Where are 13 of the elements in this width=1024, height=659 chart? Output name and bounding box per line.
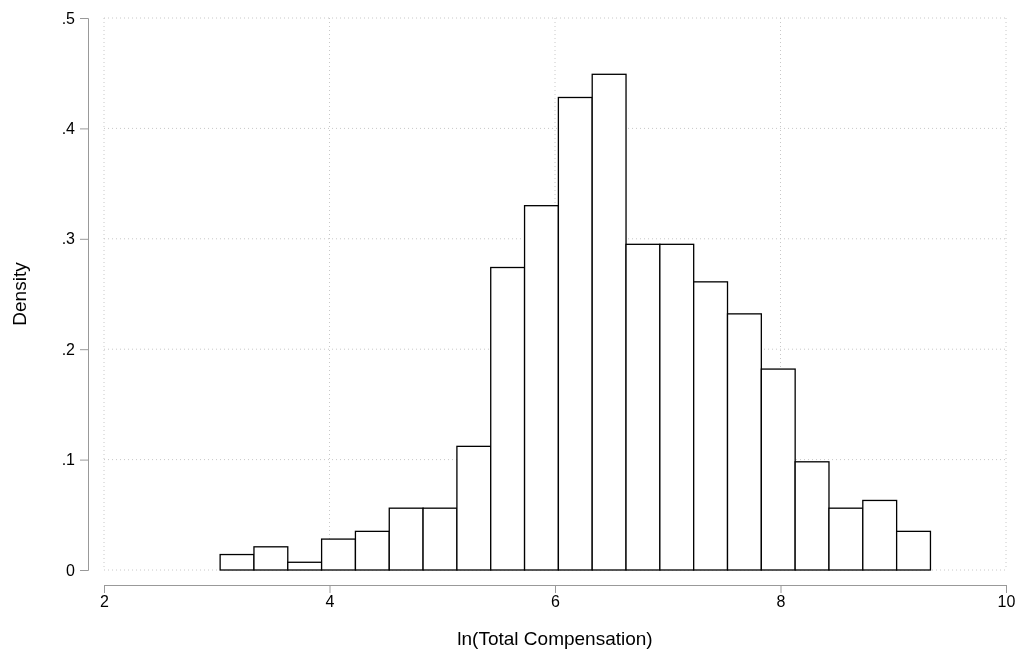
x-tick-label: 8	[776, 593, 786, 611]
y-tick-label: .3	[61, 230, 76, 248]
y-tick-label: .2	[61, 340, 76, 358]
y-tick-label: .5	[61, 9, 76, 27]
y-tick-label: .4	[61, 120, 76, 138]
x-axis-title: ln(Total Compensation)	[457, 628, 653, 649]
x-tick-label: 10	[997, 593, 1016, 611]
y-tick-label: 0	[66, 561, 76, 579]
y-axis-title: Density	[9, 261, 30, 326]
x-tick-label: 6	[551, 593, 561, 611]
x-tick-label: 2	[100, 593, 110, 611]
y-tick-label: .1	[61, 451, 76, 469]
x-tick-label: 4	[325, 593, 335, 611]
